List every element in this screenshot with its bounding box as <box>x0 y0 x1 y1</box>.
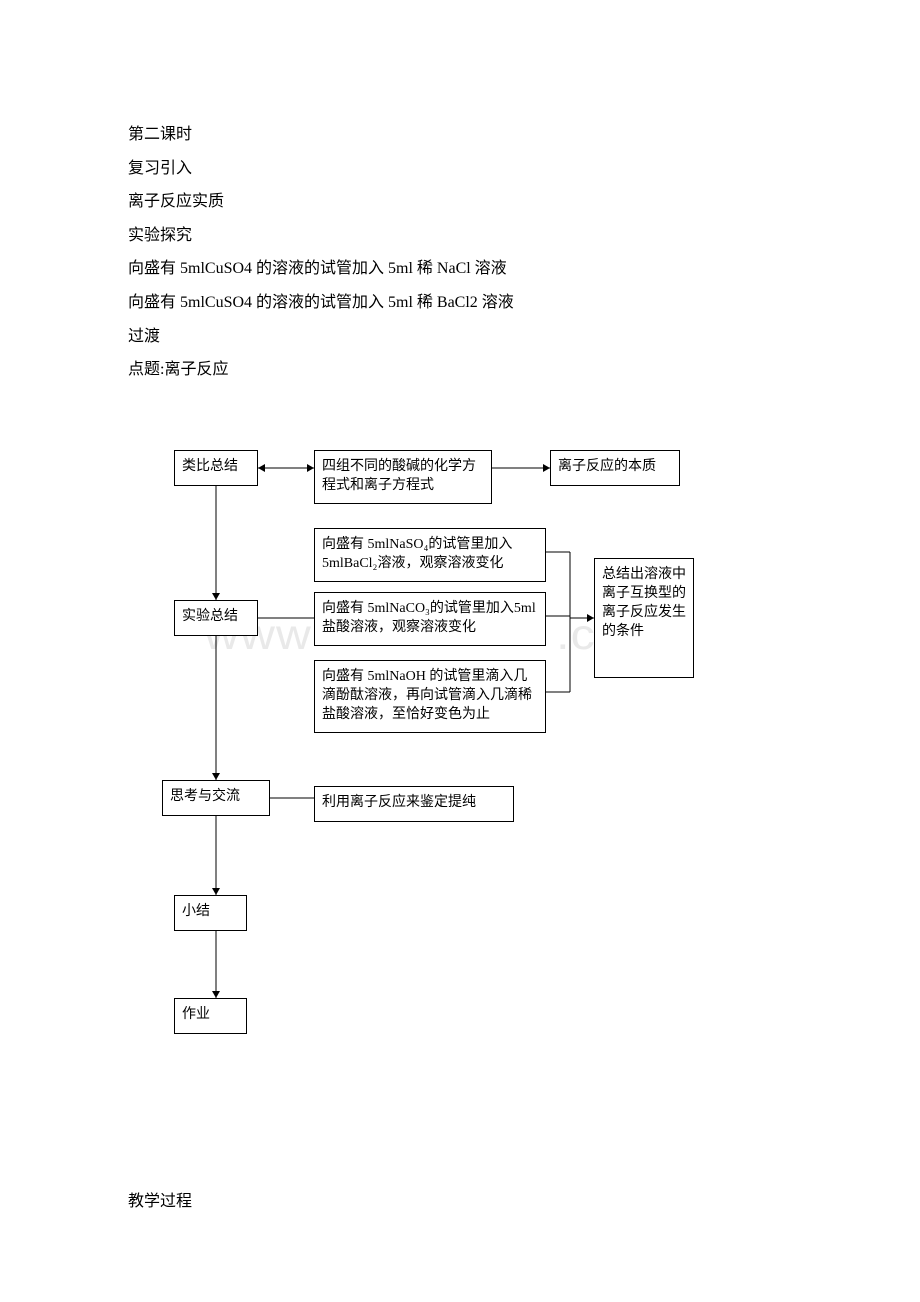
node-liyong: 利用离子反应来鉴定提纯 <box>314 786 514 822</box>
node-exp2: 向盛有 5mlNaCO₃的试管里加入5ml 盐酸溶液，观察溶液变化 <box>314 592 546 646</box>
node-exp1: 向盛有 5mlNaSO₄的试管里加入5mlBaCl₂溶液，观察溶液变化 <box>314 528 546 582</box>
flowchart: www .com 类比总结四组不同的酸碱的化学方程式和离子方程式离子反应的本质向… <box>162 450 842 1090</box>
node-leibi: 类比总结 <box>174 450 258 486</box>
node-xiaojie: 小结 <box>174 895 247 931</box>
para: 离子反应实质 <box>128 185 792 219</box>
bottom-heading: 教学过程 <box>128 1185 192 1219</box>
node-shiyan: 实验总结 <box>174 600 258 636</box>
para: 复习引入 <box>128 152 792 186</box>
para: 点题:离子反应 <box>128 353 792 387</box>
node-zuoye: 作业 <box>174 998 247 1034</box>
para: 实验探究 <box>128 219 792 253</box>
para: 过渡 <box>128 320 792 354</box>
node-exp3: 向盛有 5mlNaOH 的试管里滴入几滴酚酞溶液，再向试管滴入几滴稀盐酸溶液，至… <box>314 660 546 733</box>
node-conclusion: 总结出溶液中离子互换型的离子反应发生的条件 <box>594 558 694 678</box>
para: 向盛有 5mlCuSO4 的溶液的试管加入 5ml 稀 BaCl2 溶液 <box>128 286 792 320</box>
para: 向盛有 5mlCuSO4 的溶液的试管加入 5ml 稀 NaCl 溶液 <box>128 252 792 286</box>
intro-paragraphs: 第二课时 复习引入 离子反应实质 实验探究 向盛有 5mlCuSO4 的溶液的试… <box>128 118 792 387</box>
para: 第二课时 <box>128 118 792 152</box>
node-benzhi: 离子反应的本质 <box>550 450 680 486</box>
node-sikao: 思考与交流 <box>162 780 270 816</box>
node-fourgroup: 四组不同的酸碱的化学方程式和离子方程式 <box>314 450 492 504</box>
